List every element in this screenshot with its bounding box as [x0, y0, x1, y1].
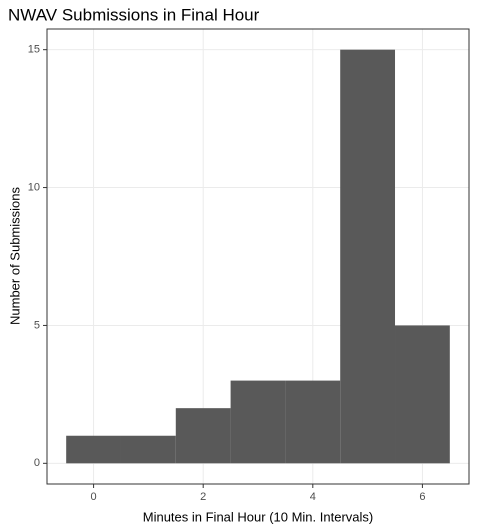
bar: [340, 49, 396, 464]
chart-title: NWAV Submissions in Final Hour: [8, 5, 260, 24]
bar: [230, 380, 286, 464]
y-axis-title: Number of Submissions: [7, 187, 22, 325]
panel-border: [46, 28, 470, 485]
bar: [175, 408, 231, 464]
x-axis-title: Minutes in Final Hour (10 Min. Intervals…: [143, 509, 373, 524]
y-tick-label: 5: [34, 319, 40, 331]
y-tick-label: 15: [28, 44, 40, 56]
x-tick-label: 6: [419, 491, 425, 503]
bar: [285, 380, 341, 464]
y-tick-label: 0: [34, 457, 40, 469]
bar: [395, 325, 450, 464]
bar: [120, 435, 176, 464]
y-tick-label: 10: [28, 181, 40, 193]
x-tick-label: 0: [91, 491, 97, 503]
x-tick-label: 4: [310, 491, 316, 503]
x-tick-label: 2: [200, 491, 206, 503]
bar: [66, 435, 121, 464]
